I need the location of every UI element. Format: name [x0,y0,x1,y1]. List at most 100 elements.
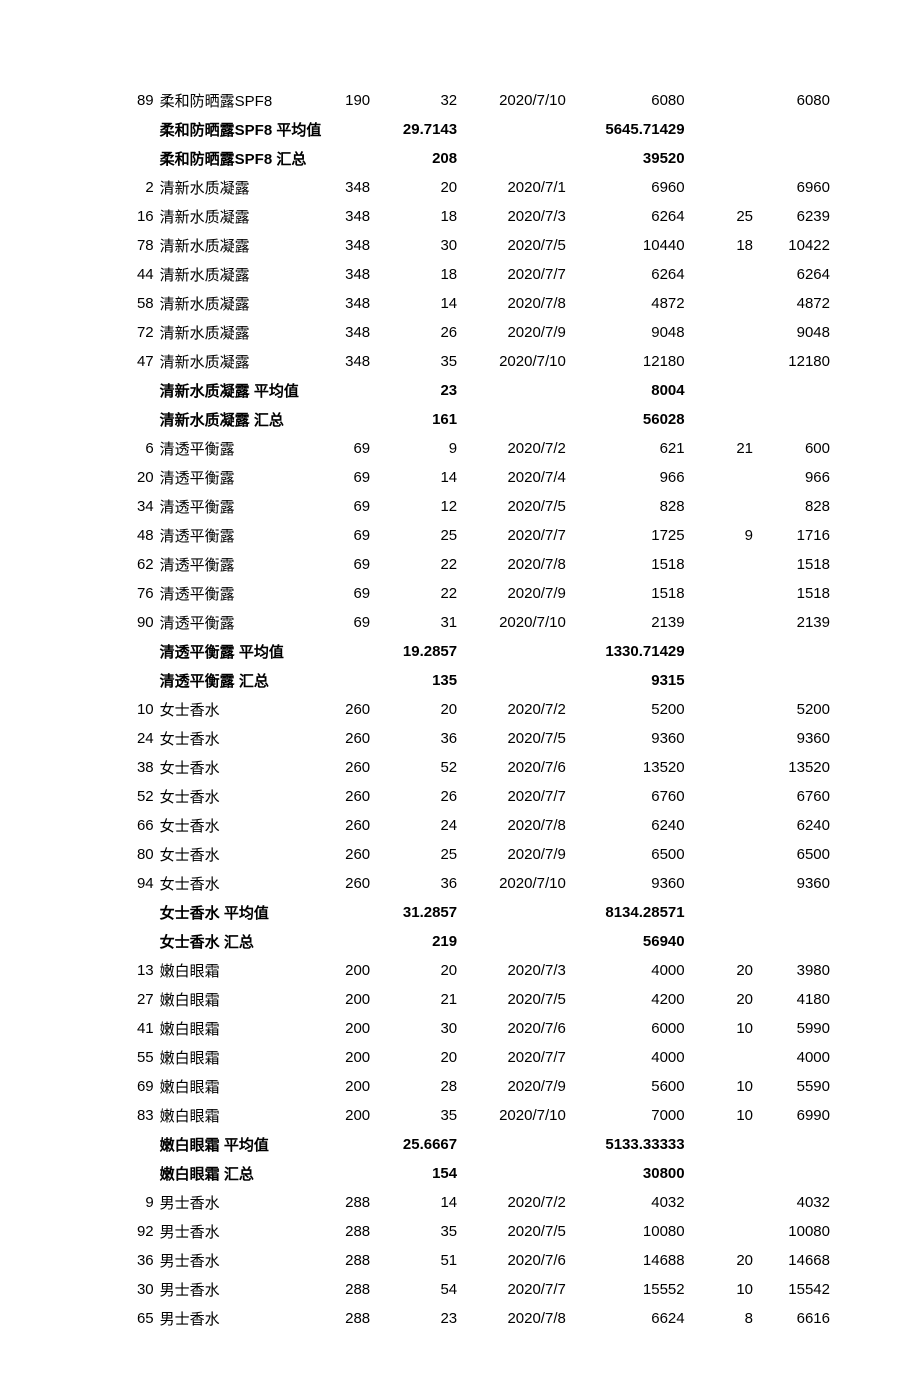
summary-avg-label: 清透平衡露 平均值 [154,637,370,666]
table-row: 78清新水质凝露348302020/7/5104401810422 [126,231,830,260]
cell-empty [457,898,566,927]
cell-amount: 4032 [566,1188,685,1217]
cell-id: 62 [126,550,154,579]
cell-name: 男士香水 [154,1275,294,1304]
table-row: 13嫩白眼霜200202020/7/34000203980 [126,956,830,985]
cell-amount: 10080 [566,1217,685,1246]
cell-net: 9360 [753,869,830,898]
cell-unitprice: 200 [293,956,370,985]
cell-net: 5590 [753,1072,830,1101]
table-row: 65男士香水288232020/7/8662486616 [126,1304,830,1333]
cell-empty [753,898,830,927]
summary-avg-amount: 8134.28571 [566,898,685,927]
table-row: 48清透平衡露69252020/7/7172591716 [126,521,830,550]
cell-qty: 18 [370,202,457,231]
cell-date: 2020/7/2 [457,434,566,463]
table-row: 27嫩白眼霜200212020/7/54200204180 [126,985,830,1014]
cell-name: 男士香水 [154,1246,294,1275]
cell-discount: 10 [685,1072,753,1101]
cell-name: 清新水质凝露 [154,231,294,260]
cell-id: 65 [126,1304,154,1333]
summary-avg-qty: 31.2857 [370,898,457,927]
cell-empty [126,405,154,434]
cell-name: 清新水质凝露 [154,318,294,347]
cell-empty [753,405,830,434]
cell-amount: 1518 [566,550,685,579]
cell-amount: 9048 [566,318,685,347]
cell-id: 80 [126,840,154,869]
cell-qty: 20 [370,956,457,985]
summary-sum-label: 柔和防晒露SPF8 汇总 [154,144,370,173]
summary-avg-amount: 5645.71429 [566,115,685,144]
cell-discount: 10 [685,1014,753,1043]
cell-net: 3980 [753,956,830,985]
cell-qty: 14 [370,289,457,318]
cell-date: 2020/7/9 [457,318,566,347]
cell-qty: 36 [370,724,457,753]
cell-amount: 6960 [566,173,685,202]
cell-discount: 10 [685,1101,753,1130]
summary-avg-label: 柔和防晒露SPF8 平均值 [154,115,370,144]
cell-amount: 4000 [566,956,685,985]
table-row: 83嫩白眼霜200352020/7/107000106990 [126,1101,830,1130]
cell-name: 清透平衡露 [154,579,294,608]
cell-date: 2020/7/5 [457,1217,566,1246]
cell-unitprice: 348 [293,202,370,231]
cell-discount: 9 [685,521,753,550]
cell-name: 女士香水 [154,840,294,869]
cell-id: 94 [126,869,154,898]
cell-id: 92 [126,1217,154,1246]
cell-unitprice: 200 [293,985,370,1014]
cell-date: 2020/7/10 [457,869,566,898]
cell-discount [685,811,753,840]
cell-discount: 20 [685,956,753,985]
cell-qty: 22 [370,550,457,579]
cell-discount [685,463,753,492]
cell-id: 76 [126,579,154,608]
cell-qty: 28 [370,1072,457,1101]
cell-date: 2020/7/5 [457,231,566,260]
cell-unitprice: 348 [293,231,370,260]
summary-sum-qty: 208 [370,144,457,173]
cell-name: 清透平衡露 [154,550,294,579]
cell-id: 36 [126,1246,154,1275]
cell-empty [457,637,566,666]
cell-unitprice: 288 [293,1246,370,1275]
table-row: 94女士香水260362020/7/1093609360 [126,869,830,898]
cell-qty: 9 [370,434,457,463]
cell-amount: 5200 [566,695,685,724]
cell-id: 72 [126,318,154,347]
cell-amount: 4872 [566,289,685,318]
cell-unitprice: 69 [293,579,370,608]
table-row: 90清透平衡露69312020/7/1021392139 [126,608,830,637]
cell-date: 2020/7/8 [457,811,566,840]
cell-amount: 966 [566,463,685,492]
cell-name: 女士香水 [154,782,294,811]
cell-qty: 14 [370,1188,457,1217]
cell-net: 6760 [753,782,830,811]
cell-net: 6239 [753,202,830,231]
cell-amount: 2139 [566,608,685,637]
cell-discount [685,869,753,898]
data-table: 89柔和防晒露SPF8190322020/7/1060806080柔和防晒露SP… [126,86,830,1333]
cell-net: 9360 [753,724,830,753]
cell-name: 清透平衡露 [154,463,294,492]
cell-empty [685,144,753,173]
cell-amount: 14688 [566,1246,685,1275]
cell-discount [685,695,753,724]
cell-empty [753,666,830,695]
cell-id: 34 [126,492,154,521]
cell-discount [685,1043,753,1072]
cell-qty: 21 [370,985,457,1014]
cell-amount: 5600 [566,1072,685,1101]
cell-name: 清新水质凝露 [154,347,294,376]
cell-id: 2 [126,173,154,202]
cell-discount: 25 [685,202,753,231]
cell-name: 男士香水 [154,1217,294,1246]
cell-net: 12180 [753,347,830,376]
cell-id: 27 [126,985,154,1014]
cell-discount: 21 [685,434,753,463]
cell-date: 2020/7/10 [457,347,566,376]
summary-avg-qty: 29.7143 [370,115,457,144]
table-row: 66女士香水260242020/7/862406240 [126,811,830,840]
